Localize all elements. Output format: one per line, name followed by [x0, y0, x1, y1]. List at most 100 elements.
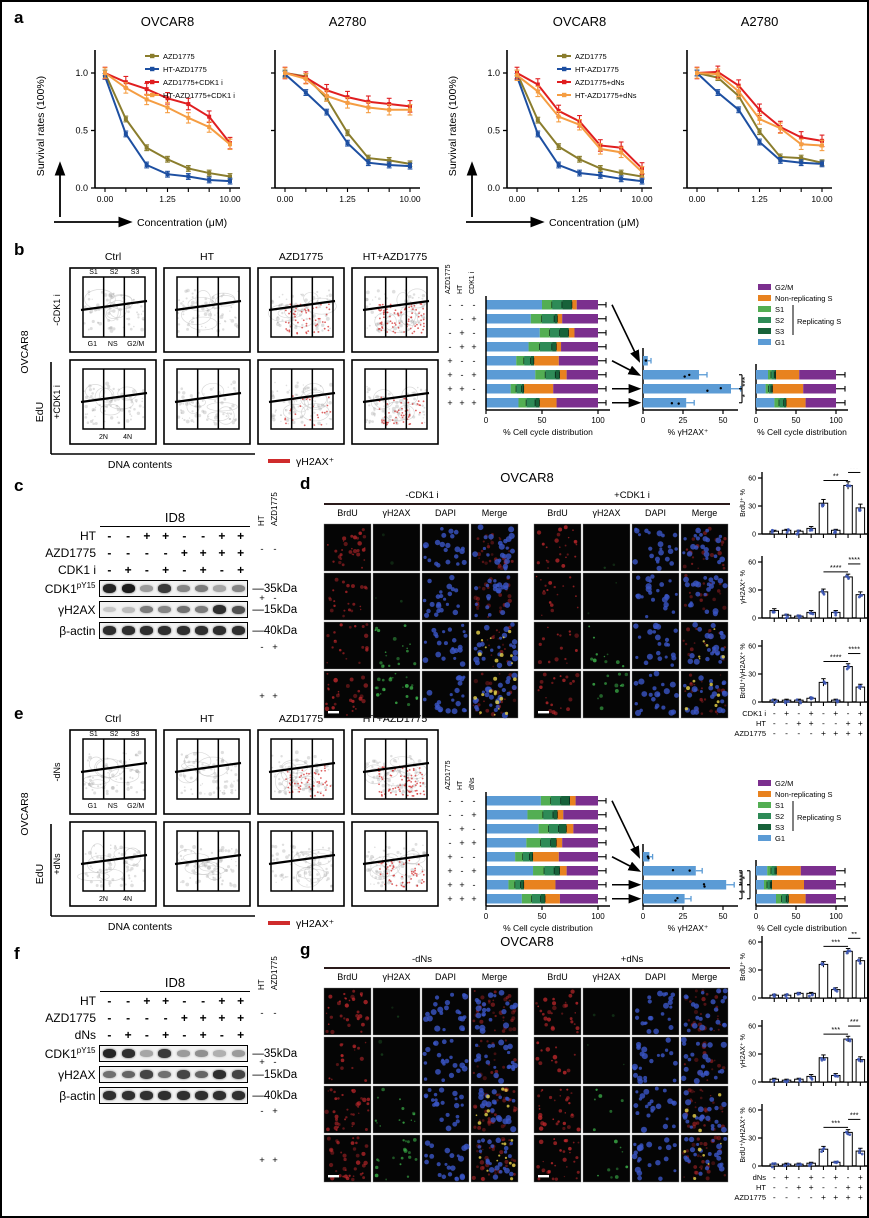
matrix-sign: - [461, 300, 464, 310]
stacked-segment [566, 866, 598, 876]
stacked-segment [535, 370, 546, 380]
if-row-sign: - [273, 1008, 276, 1019]
stacked-segment [803, 384, 836, 394]
matrix-sign: - [847, 708, 850, 718]
stacked-segment [767, 880, 771, 890]
matrix-sign: + [846, 1192, 851, 1202]
stacked-segment [576, 300, 598, 310]
matrix-sign: - [473, 852, 476, 862]
stacked-segment [786, 894, 789, 904]
matrix-sign: + [833, 728, 838, 738]
legend-label: S2 [775, 316, 784, 325]
legend-label: S1 [775, 305, 784, 314]
stacked-segment [774, 398, 780, 408]
if-row-sign: - [273, 544, 276, 555]
panel-f-label: f [14, 944, 20, 963]
matrix-sign: - [810, 728, 813, 738]
matrix-sign: + [447, 894, 452, 904]
matrix-sign: - [461, 370, 464, 380]
stacked-segment [559, 894, 598, 904]
blot-lane-box [99, 622, 249, 639]
stacked-segment [524, 880, 556, 890]
matrix-sign: - [797, 728, 800, 738]
svg-text:50: 50 [792, 416, 801, 425]
matrix-sign: + [447, 880, 452, 890]
if-image-dapi [631, 1085, 680, 1134]
if-image-gh2ax [372, 523, 421, 572]
if-image-gh2ax [372, 572, 421, 621]
legend-label: HT-AZD1775 [575, 65, 619, 74]
svg-text:4N: 4N [123, 896, 132, 903]
matrix-sign: - [461, 314, 464, 324]
sig-label: **** [737, 870, 747, 884]
bar [843, 484, 853, 535]
svg-text:60: 60 [748, 476, 756, 483]
if-col-header: γH2AX [592, 508, 620, 518]
matrix-sign: - [773, 1182, 776, 1192]
svg-text:0: 0 [484, 416, 489, 425]
if-row-header: HT [257, 515, 266, 526]
legend-replicating-label: Replicating S [797, 813, 841, 822]
flow-yaxis-label: EdU [34, 864, 46, 884]
matrix-header: CDK1 i [469, 271, 476, 294]
legend-replicating-label: Replicating S [797, 317, 841, 326]
chart-title: A2780 [741, 14, 779, 29]
flow-cellline-label: OVCAR8 [19, 330, 31, 373]
stacked-segment [554, 866, 560, 876]
matrix-sign: + [447, 384, 452, 394]
stacked-segment [776, 370, 800, 380]
svg-text:S3: S3 [131, 731, 140, 738]
matrix-sign: - [822, 1172, 825, 1182]
bar [843, 666, 853, 703]
legend-swatch [758, 780, 771, 786]
if-image-gh2ax [372, 621, 421, 670]
stacked-segment [527, 810, 544, 820]
matrix-sign: + [821, 728, 826, 738]
if-group-header: -dNs [412, 954, 432, 965]
svg-text:S2: S2 [110, 731, 119, 738]
matrix-label: AZD1775 [734, 1193, 766, 1202]
stacked-segment [553, 384, 598, 394]
matrix-label: AZD1775 [734, 729, 766, 738]
matrix-sign: + [809, 1172, 814, 1182]
panel-e-charts: AZD1775 HT dNs- - -- - +- + -- + ++ - -+ - ++ + -+ + +0 50 1… [445, 760, 848, 933]
scale-bar [538, 711, 549, 714]
matrix-sign: - [473, 796, 476, 806]
series-line [284, 72, 411, 165]
stacked-segment [768, 384, 772, 394]
svg-text:G2/M: G2/M [127, 803, 144, 810]
matrix-sign: - [785, 1182, 788, 1192]
blot-kda-label: —35kDa [252, 582, 298, 595]
bar [818, 502, 829, 535]
svg-text:0.00: 0.00 [509, 194, 526, 204]
if-image-gh2ax [582, 572, 631, 621]
matrix-label: HT [756, 719, 766, 728]
blot-kda-label: —40kDa [252, 1089, 298, 1102]
stacked-segment [486, 370, 536, 380]
stacked-segment [508, 880, 516, 890]
scale-bar [328, 1175, 339, 1178]
stacked-segment [764, 880, 768, 890]
legend-label: S3 [775, 823, 784, 832]
legend-swatch [758, 317, 771, 323]
sig-label: *** [740, 376, 750, 387]
if-image-brdu [323, 621, 372, 670]
svg-text:50: 50 [792, 912, 801, 921]
stacked-segment [561, 342, 598, 352]
stacked-segment [486, 824, 539, 834]
sig-label: * [737, 889, 747, 893]
flow-xaxis-label: DNA contents [108, 459, 172, 471]
if-image-brdu [533, 572, 582, 621]
svg-text:0: 0 [754, 912, 759, 921]
if-col-header: Merge [692, 508, 718, 518]
matrix-sign: + [459, 838, 464, 848]
panel-d-label: d [300, 474, 311, 493]
svg-text:30: 30 [748, 588, 756, 595]
legend-label: S3 [775, 327, 784, 336]
if-image-brdu [533, 1036, 582, 1085]
if-row-sign: + [272, 642, 278, 653]
stacked-segment [526, 838, 541, 848]
svg-text:30: 30 [748, 1052, 756, 1059]
if-image-dapi [421, 523, 470, 572]
stacked-segment [539, 398, 557, 408]
